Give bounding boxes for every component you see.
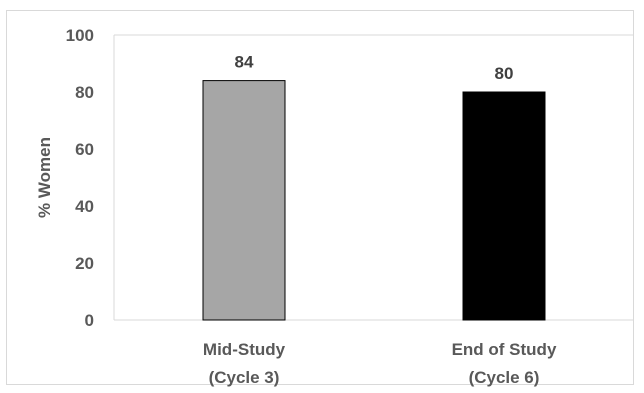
x-category-label: (Cycle 3) (209, 368, 280, 387)
y-tick-label: 80 (75, 83, 94, 102)
y-tick-label: 0 (85, 311, 94, 330)
data-labels: 84 80 (235, 53, 514, 83)
bar (202, 80, 286, 321)
x-category-label: End of Study (452, 340, 557, 359)
y-tick-label: 60 (75, 140, 94, 159)
bar (462, 91, 546, 321)
x-axis-category-labels: Mid-Study (Cycle 3) End of Study (Cycle 6) (203, 340, 557, 387)
y-axis-ticks: 0 20 40 60 80 100 (66, 26, 94, 330)
bars (202, 80, 546, 321)
x-category-label: (Cycle 6) (469, 368, 540, 387)
y-tick-label: 20 (75, 254, 94, 273)
plot-area (113, 34, 634, 321)
y-axis-title: % Women (35, 137, 54, 218)
x-category-label: Mid-Study (203, 340, 286, 359)
data-label: 84 (235, 53, 254, 72)
y-tick-label: 100 (66, 26, 94, 45)
data-label: 80 (495, 64, 514, 83)
y-tick-label: 40 (75, 197, 94, 216)
